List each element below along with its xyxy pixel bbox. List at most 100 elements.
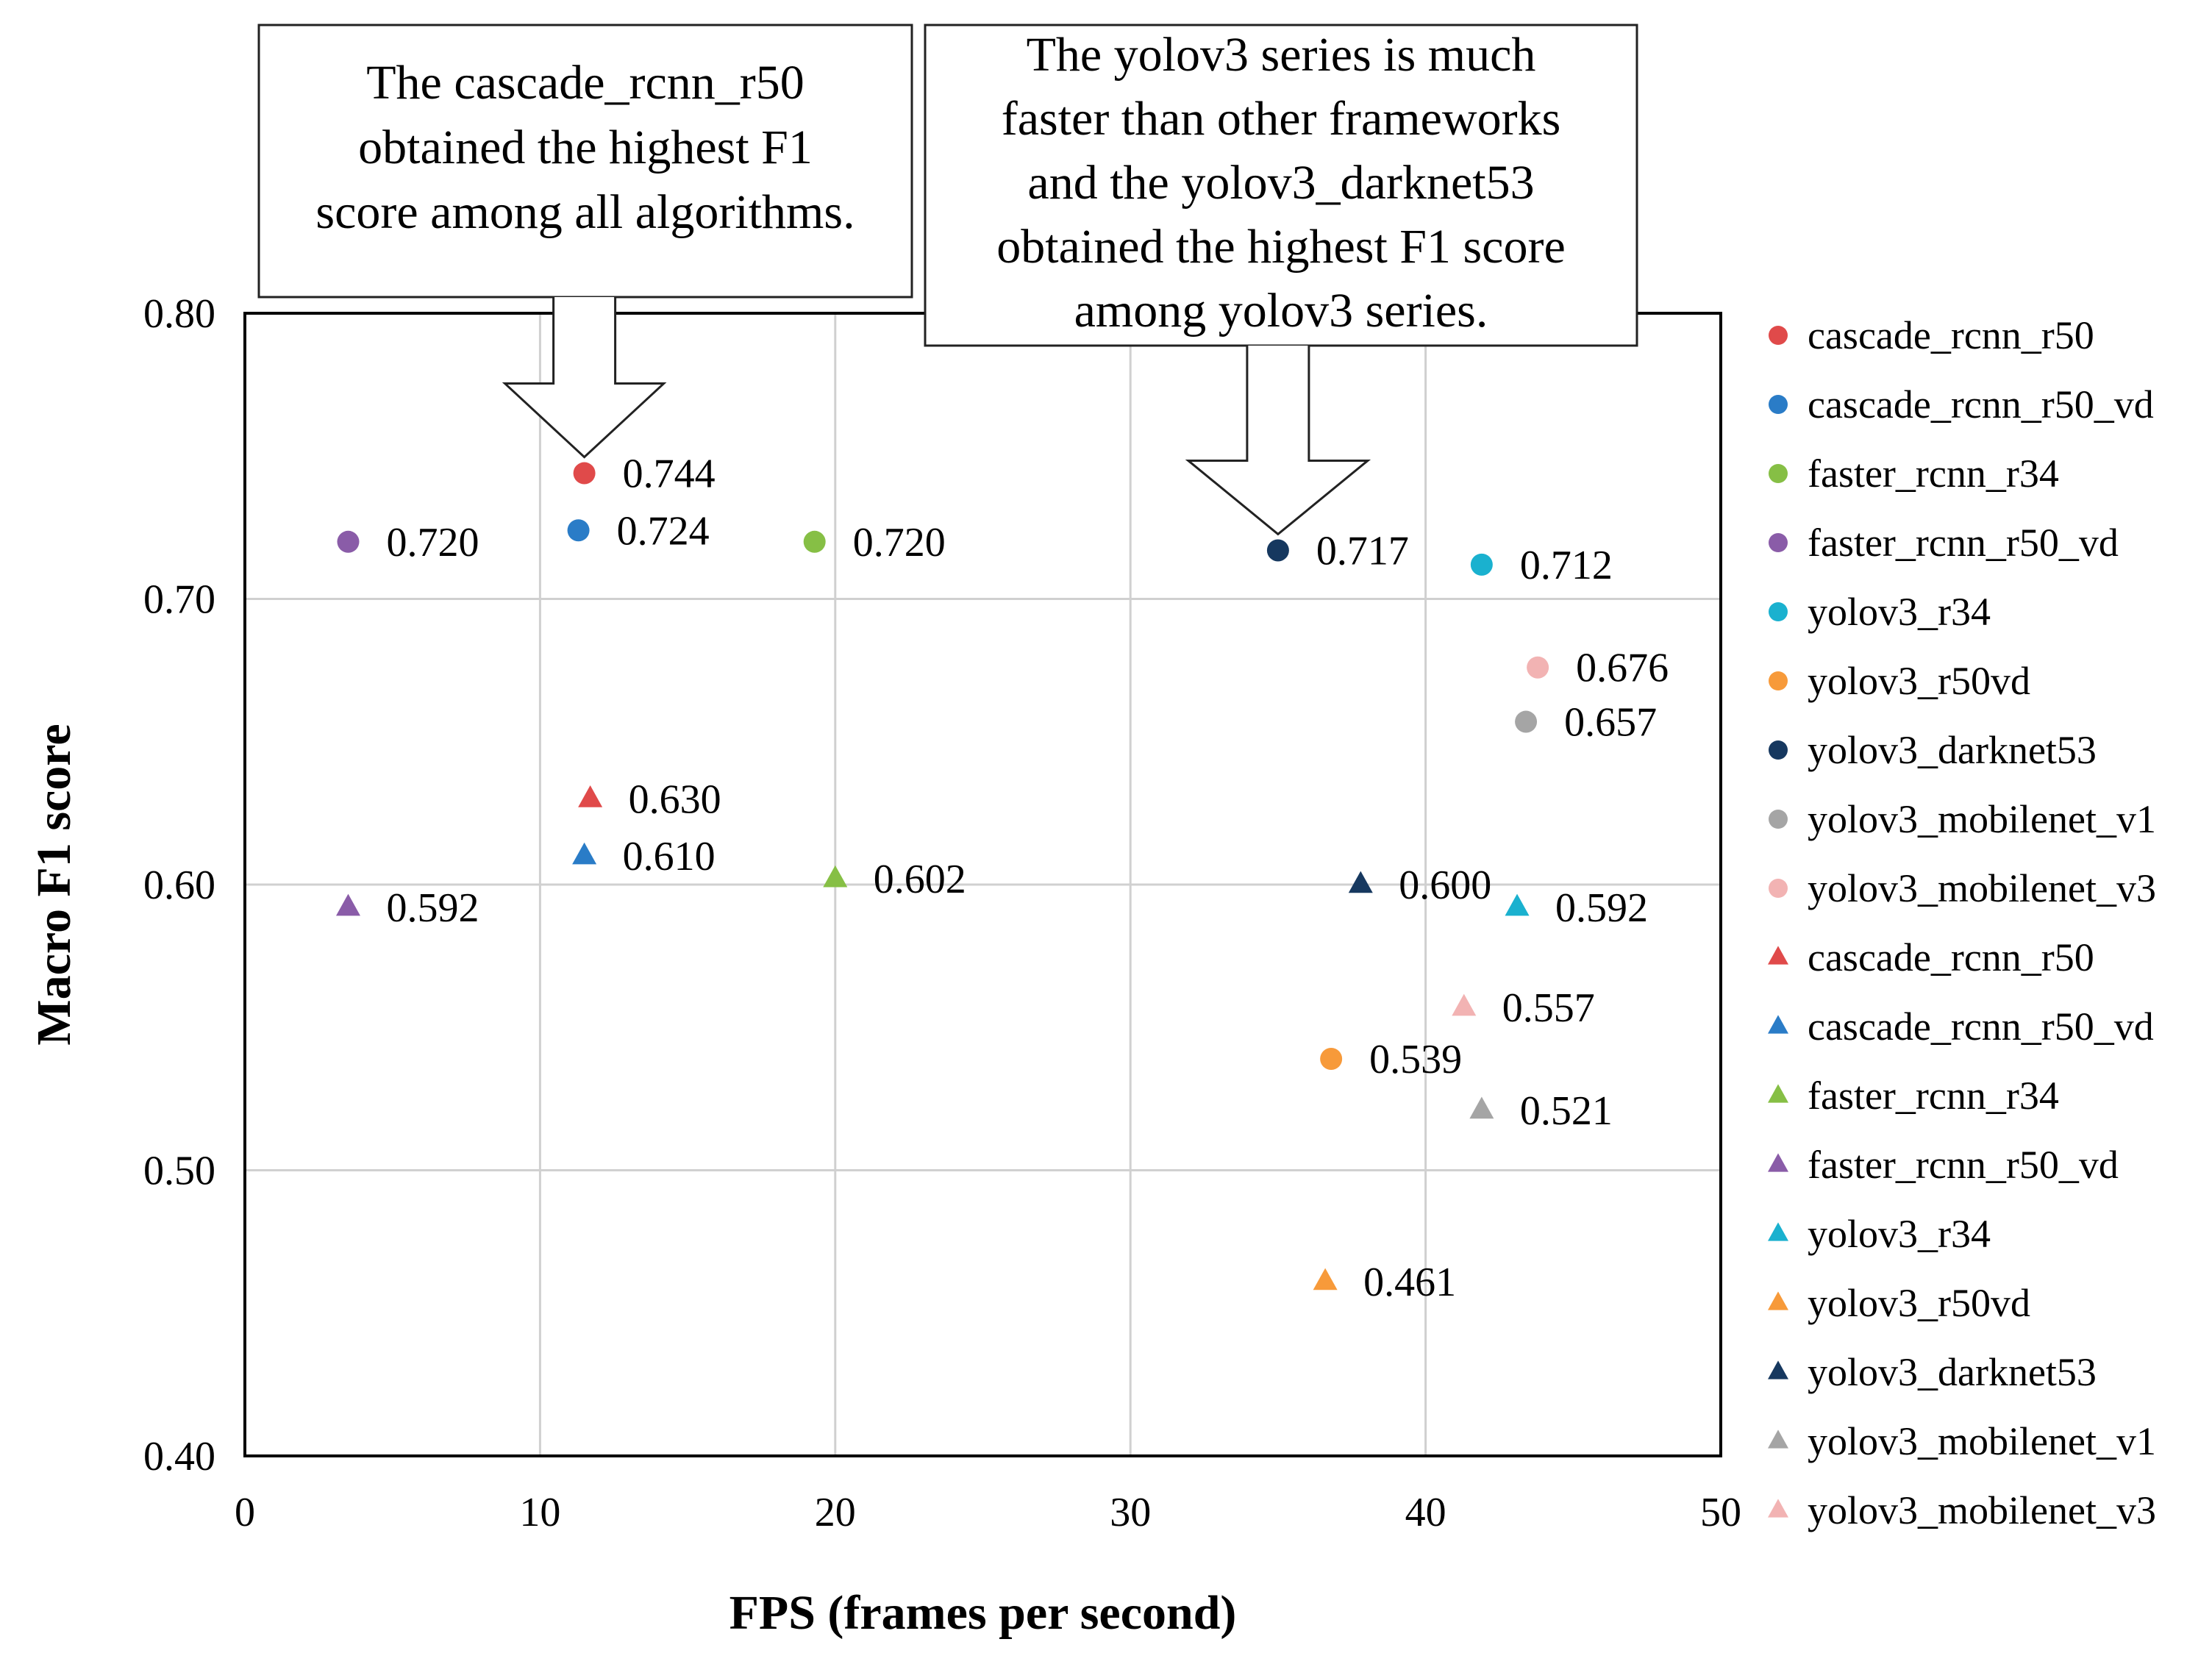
data-point-circle — [1515, 710, 1538, 733]
legend-item: yolov3_r34 — [1769, 590, 1991, 634]
legend-item: yolov3_mobilenet_v1 — [1768, 1419, 2156, 1463]
legend-label: yolov3_darknet53 — [1808, 728, 2097, 772]
x-tick-label: 30 — [1110, 1490, 1151, 1535]
data-point-triangle — [1505, 893, 1530, 916]
x-tick-label: 50 — [1700, 1490, 1741, 1535]
data-label: 0.600 — [1399, 863, 1491, 908]
data-point-triangle — [578, 785, 603, 807]
data-point-triangle — [572, 842, 597, 865]
legend-marker-circle — [1769, 810, 1788, 829]
legend-marker-triangle — [1768, 1360, 1788, 1379]
legend-item: yolov3_mobilenet_v3 — [1768, 1488, 2156, 1532]
legend-item: yolov3_darknet53 — [1769, 728, 2097, 772]
legend-marker-triangle — [1768, 1291, 1788, 1310]
legend-item: faster_rcnn_r50_vd — [1769, 521, 2119, 565]
callout-arrow — [1185, 346, 1371, 536]
callout-text-line: The yolov3 series is much — [1027, 28, 1536, 82]
callout-text-line: obtained the highest F1 — [358, 121, 813, 174]
callout-box — [924, 24, 1638, 347]
data-points — [335, 462, 1549, 1290]
data-point-circle — [1527, 656, 1549, 679]
data-label: 0.657 — [1564, 700, 1657, 746]
data-point-triangle — [1469, 1096, 1494, 1119]
legend-label: yolov3_r34 — [1808, 590, 1991, 634]
callout-text-line: among yolov3 series. — [1074, 284, 1488, 338]
callout-left: The cascade_rcnn_r50 obtained the highest… — [257, 24, 913, 459]
data-point-triangle — [823, 865, 848, 888]
legend-marker-circle — [1769, 395, 1788, 414]
data-label: 0.592 — [1555, 885, 1648, 931]
data-label: 0.630 — [629, 776, 721, 822]
data-label: 0.720 — [853, 520, 946, 565]
data-label: 0.676 — [1576, 646, 1669, 691]
legend-label: yolov3_r50vd — [1808, 659, 2030, 703]
data-point-circle — [1470, 553, 1493, 576]
legend-marker-circle — [1769, 533, 1788, 552]
legend-label: cascade_rcnn_r50 — [1808, 313, 2094, 357]
y-tick-label: 0.80 — [143, 291, 215, 337]
data-label: 0.592 — [386, 885, 479, 931]
callout-right: The yolov3 series is much faster than oth… — [924, 24, 1638, 536]
legend-item: faster_rcnn_r34 — [1769, 451, 2059, 496]
legend-label: yolov3_mobilenet_v3 — [1808, 1488, 2156, 1532]
callout-arrow — [502, 297, 667, 459]
data-label: 0.521 — [1520, 1088, 1613, 1134]
callout-text-line: obtained the highest F1 score — [996, 220, 1566, 274]
legend-marker-triangle — [1768, 1499, 1788, 1518]
legend-marker-circle — [1769, 671, 1788, 690]
legend-marker-circle — [1769, 740, 1788, 760]
legend-marker-circle — [1769, 464, 1788, 483]
legend-label: faster_rcnn_r34 — [1808, 451, 2059, 496]
legend-label: yolov3_mobilenet_v3 — [1808, 866, 2156, 910]
legend-label: faster_rcnn_r34 — [1808, 1074, 2059, 1118]
y-tick-label: 0.70 — [143, 577, 215, 623]
callouts: The cascade_rcnn_r50 obtained the highest… — [257, 24, 1638, 536]
data-point-circle — [803, 530, 826, 553]
data-label: 0.712 — [1520, 543, 1613, 588]
legend-marker-triangle — [1768, 1153, 1788, 1172]
legend-marker-circle — [1769, 879, 1788, 898]
data-label: 0.557 — [1502, 985, 1595, 1031]
legend-marker-triangle — [1768, 1015, 1788, 1034]
legend-label: cascade_rcnn_r50 — [1808, 935, 2094, 979]
x-tick-label: 0 — [235, 1490, 255, 1535]
legend-marker-triangle — [1768, 1429, 1788, 1449]
x-axis-title: FPS (frames per second) — [729, 1586, 1237, 1640]
legend-item: cascade_rcnn_r50_vd — [1768, 1004, 2154, 1049]
x-tick-label: 20 — [815, 1490, 856, 1535]
data-label: 0.610 — [623, 834, 716, 879]
legend-label: cascade_rcnn_r50_vd — [1808, 382, 2154, 426]
y-tick-label: 0.50 — [143, 1149, 215, 1194]
legend-label: faster_rcnn_r50_vd — [1808, 1143, 2119, 1187]
data-label: 0.724 — [617, 508, 710, 554]
x-tick-label: 10 — [519, 1490, 560, 1535]
data-point-triangle — [1452, 993, 1477, 1016]
legend-label: yolov3_r34 — [1808, 1212, 1991, 1256]
data-point-triangle — [1348, 871, 1373, 893]
legend-label: yolov3_mobilenet_v1 — [1808, 1419, 2156, 1463]
data-point-circle — [337, 530, 360, 553]
legend-item: faster_rcnn_r50_vd — [1768, 1143, 2119, 1187]
data-label: 0.720 — [386, 520, 479, 565]
data-label: 0.717 — [1316, 528, 1409, 574]
legend-item: yolov3_r50vd — [1768, 1281, 2030, 1325]
legend-item: yolov3_r34 — [1768, 1212, 1991, 1256]
y-axis-ticks: 0.40 0.50 0.60 0.70 0.80 — [143, 291, 215, 1479]
callout-text-line: faster than other frameworks — [1002, 92, 1561, 146]
data-label: 0.461 — [1363, 1260, 1456, 1305]
legend-item: cascade_rcnn_r50 — [1768, 935, 2094, 979]
data-point-circle — [1320, 1047, 1343, 1070]
legend-label: faster_rcnn_r50_vd — [1808, 521, 2119, 565]
callout-text-line: and the yolov3_darknet53 — [1027, 156, 1534, 210]
callout-text-line: The cascade_rcnn_r50 — [366, 56, 804, 110]
legend-marker-triangle — [1768, 946, 1788, 965]
legend-marker-triangle — [1768, 1222, 1788, 1241]
data-point-triangle — [1313, 1268, 1338, 1290]
y-tick-label: 0.60 — [143, 863, 215, 908]
legend-label: yolov3_mobilenet_v1 — [1808, 797, 2156, 841]
data-label: 0.539 — [1369, 1037, 1462, 1082]
legend-item: yolov3_mobilenet_v3 — [1769, 866, 2156, 910]
legend-marker-circle — [1769, 602, 1788, 621]
legend-item: yolov3_r50vd — [1769, 659, 2030, 703]
y-tick-label: 0.40 — [143, 1434, 215, 1479]
